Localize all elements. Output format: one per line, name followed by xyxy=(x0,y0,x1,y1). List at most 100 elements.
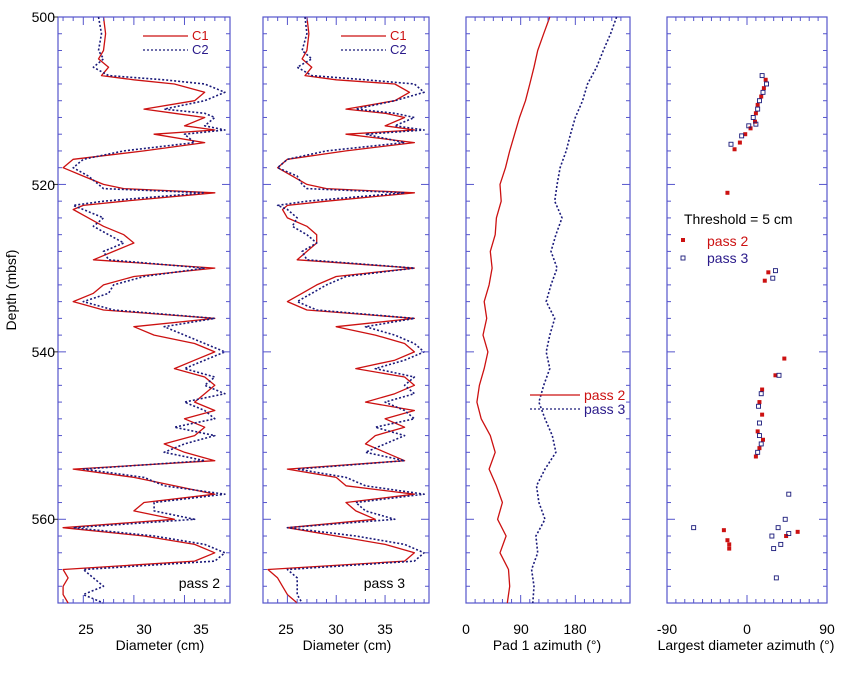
scatter-point-pass-2 xyxy=(761,437,765,442)
scatter-point-pass-3 xyxy=(786,531,792,536)
panel3-x-tick-0: 0 xyxy=(462,621,470,637)
scatter-point-pass-2 xyxy=(732,147,737,152)
panel2-x-tick-35: 35 xyxy=(377,621,393,637)
scatter-point-pass-2 xyxy=(763,77,768,82)
y-tick-label-540: 540 xyxy=(32,344,56,360)
panel1-x-tick-25: 25 xyxy=(78,621,94,637)
panel4-x-label: Largest diameter azimuth (°) xyxy=(658,637,835,653)
scatter-point-pass-3 xyxy=(753,121,759,127)
scatter-point-pass-3 xyxy=(758,391,764,397)
series-line-pass-3 xyxy=(530,16,618,604)
panel4-x-tick-0: 0 xyxy=(743,621,751,637)
scatter-point-pass-3 xyxy=(771,546,777,552)
scatter-point-pass-2 xyxy=(760,387,765,392)
legend-marker-pass-3 xyxy=(680,255,686,261)
panel2-x-label: Diameter (cm) xyxy=(303,637,392,653)
scatter-point-pass-3 xyxy=(756,98,762,104)
scatter-point-pass-2 xyxy=(755,429,760,434)
scatter-point-pass-3 xyxy=(755,449,761,455)
panel-3-frame xyxy=(465,16,631,604)
scatter-point-pass-2 xyxy=(757,446,762,451)
scatter-point-pass-2 xyxy=(725,538,730,543)
scatter-point-pass-2 xyxy=(753,454,758,459)
panel-1-frame xyxy=(57,16,231,604)
panel3-x-tick-90: 90 xyxy=(513,621,529,637)
panel2-annotation: pass 3 xyxy=(364,575,405,591)
panel4-x-tick-minus90: -90 xyxy=(657,621,677,637)
panel2-legend-c2: C2 xyxy=(390,42,407,57)
scatter-point-pass-3 xyxy=(782,516,788,522)
legend-marker-pass-2 xyxy=(681,238,685,242)
scatter-point-pass-2 xyxy=(755,102,760,107)
scatter-point-pass-3 xyxy=(772,268,778,274)
scatter-point-pass-2 xyxy=(727,542,732,547)
scatter-point-pass-3 xyxy=(728,141,734,147)
scatter-point-pass-3 xyxy=(739,133,745,139)
panel2-x-tick-25: 25 xyxy=(278,621,294,637)
scatter-point-pass-3 xyxy=(756,403,762,409)
data-layer xyxy=(62,16,800,604)
scatter-point-pass-3 xyxy=(759,73,765,79)
panel3-x-tick-180: 180 xyxy=(563,621,587,637)
panel1-legend-c1: C1 xyxy=(192,28,209,43)
scatter-point-pass-3 xyxy=(776,372,782,378)
panel4-x-tick-90: 90 xyxy=(819,621,835,637)
y-tick-label-500: 500 xyxy=(32,9,56,25)
scatter-point-pass-3 xyxy=(775,525,781,531)
panel3-x-label: Pad 1 azimuth (°) xyxy=(493,637,601,653)
scatter-point-pass-2 xyxy=(762,278,767,283)
scatter-point-pass-2 xyxy=(748,126,753,131)
series-line-c2 xyxy=(72,16,226,604)
scatter-point-pass-2 xyxy=(721,528,726,533)
scatter-point-pass-2 xyxy=(759,94,764,99)
scatter-point-pass-3 xyxy=(769,533,775,539)
panel1-x-tick-35: 35 xyxy=(193,621,209,637)
scatter-point-pass-3 xyxy=(756,420,762,426)
scatter-point-pass-3 xyxy=(773,575,779,581)
series-line-c1 xyxy=(62,16,216,604)
scatter-point-pass-3 xyxy=(756,433,762,439)
scatter-point-pass-2 xyxy=(757,400,762,405)
scatter-point-pass-2 xyxy=(773,373,778,378)
scatter-point-pass-2 xyxy=(784,534,789,539)
panel2-x-tick-30: 30 xyxy=(328,621,344,637)
scatter-point-pass-3 xyxy=(691,525,697,531)
y-tick-label-560: 560 xyxy=(32,511,56,527)
scatter-point-pass-2 xyxy=(743,132,748,137)
scatter-point-pass-3 xyxy=(760,89,766,95)
y-tick-label-520: 520 xyxy=(32,177,56,193)
scatter-point-pass-3 xyxy=(786,491,792,497)
panel1-x-tick-30: 30 xyxy=(136,621,152,637)
series-line-pass-2 xyxy=(476,16,551,604)
scatter-point-pass-3 xyxy=(750,115,756,120)
scatter-point-pass-2 xyxy=(760,412,765,417)
panel3-legend-pass3: pass 3 xyxy=(584,401,625,417)
scatter-point-pass-2 xyxy=(725,190,730,195)
scatter-point-pass-2 xyxy=(761,86,766,91)
scatter-point-pass-3 xyxy=(758,441,764,447)
axes-layer xyxy=(53,16,828,604)
panel1-legend-c2: C2 xyxy=(192,42,209,57)
panel4-legend-pass3: pass 3 xyxy=(707,250,748,266)
scatter-point-pass-2 xyxy=(727,546,732,551)
scatter-point-pass-2 xyxy=(753,111,758,116)
panel1-annotation: pass 2 xyxy=(179,575,220,591)
scatter-point-pass-3 xyxy=(764,81,770,87)
panel4-legend-title: Threshold = 5 cm xyxy=(684,211,793,227)
panel4-legend-pass2: pass 2 xyxy=(707,233,748,249)
scatter-point-pass-2 xyxy=(766,270,771,275)
scatter-point-pass-2 xyxy=(753,119,757,124)
panel1-x-label: Diameter (cm) xyxy=(116,637,205,653)
series-line-c1 xyxy=(267,16,416,604)
series-line-c2 xyxy=(276,16,425,604)
panel2-legend-c1: C1 xyxy=(390,28,407,43)
scatter-point-pass-2 xyxy=(782,356,787,361)
scatter-point-pass-3 xyxy=(746,123,752,129)
scatter-point-pass-2 xyxy=(737,140,742,145)
scatter-point-pass-3 xyxy=(755,106,761,112)
panel-2-frame xyxy=(262,16,430,604)
panel3-legend-pass2: pass 2 xyxy=(584,387,625,403)
scatter-point-pass-2 xyxy=(795,529,800,534)
y-axis-label: Depth (mbsf) xyxy=(3,250,19,331)
